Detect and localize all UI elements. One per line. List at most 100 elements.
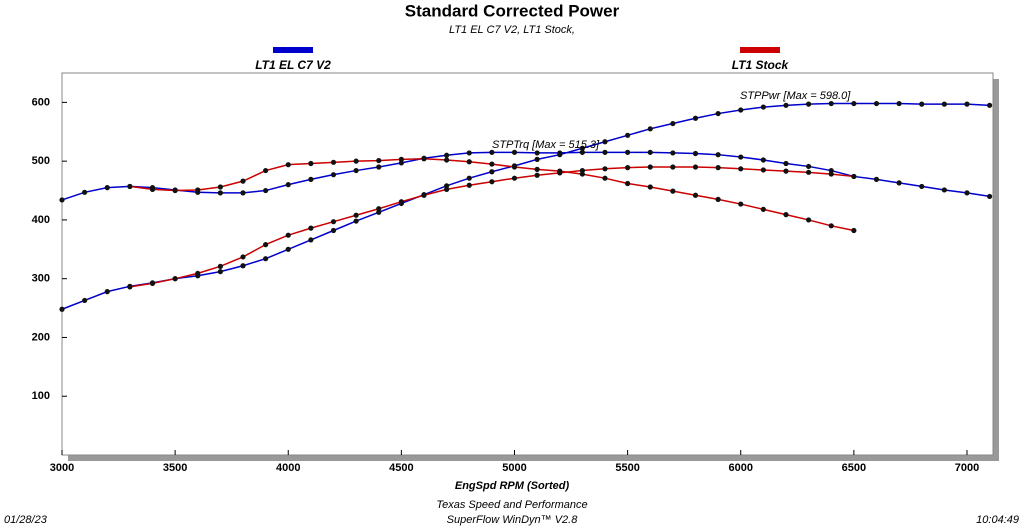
point: [240, 190, 246, 196]
point: [670, 188, 676, 194]
point: [511, 164, 518, 170]
point: [285, 162, 291, 168]
x-tick-label: 7000: [955, 462, 979, 474]
point: [489, 179, 495, 185]
point: [806, 217, 812, 223]
point: [602, 149, 608, 155]
point: [444, 152, 450, 158]
point: [308, 225, 314, 231]
point: [353, 212, 359, 218]
point: [964, 101, 970, 107]
plot-area: [61, 72, 994, 456]
point: [353, 167, 359, 174]
point: [466, 150, 472, 156]
point: [715, 152, 721, 158]
point: [376, 164, 382, 170]
point: [692, 115, 699, 121]
point: [489, 169, 495, 175]
point: [806, 169, 812, 175]
time: 10:04:49: [976, 514, 1019, 526]
point: [398, 156, 404, 162]
point: [806, 101, 812, 107]
point: [308, 237, 314, 243]
point: [263, 256, 269, 262]
legend-swatch: [740, 47, 780, 53]
point: [760, 206, 766, 212]
point: [217, 269, 223, 275]
point: [82, 297, 88, 304]
point: [964, 190, 970, 196]
point: [987, 102, 993, 108]
point: [330, 219, 337, 225]
point: [692, 164, 699, 170]
point: [511, 175, 518, 181]
point: [444, 186, 450, 192]
point: [285, 182, 291, 188]
point: [738, 201, 744, 207]
point: [647, 126, 653, 132]
point: [398, 199, 404, 205]
point: [466, 175, 472, 181]
point: [941, 187, 947, 193]
point: [534, 172, 540, 178]
point: [240, 254, 246, 260]
point: [534, 156, 540, 162]
point: [873, 176, 880, 182]
point: [602, 139, 608, 145]
point: [353, 158, 359, 164]
point: [760, 167, 766, 173]
point: [806, 163, 812, 170]
point: [692, 150, 699, 157]
point: [263, 187, 269, 194]
point: [149, 186, 156, 192]
point: [82, 189, 88, 195]
point: [195, 187, 201, 193]
point: [783, 168, 789, 174]
point: [240, 178, 246, 184]
point: [511, 149, 518, 155]
point: [127, 284, 133, 290]
point: [59, 306, 65, 312]
point: [851, 227, 857, 234]
point: [104, 185, 110, 191]
point: [263, 167, 269, 174]
point: [195, 270, 201, 277]
legend-label: LT1 EL C7 V2: [255, 58, 331, 72]
point: [919, 183, 925, 190]
point: [217, 263, 223, 269]
x-tick-label: 3500: [163, 462, 187, 474]
point: [217, 184, 223, 190]
point: [330, 227, 337, 234]
point: [692, 192, 699, 198]
point: [738, 154, 744, 160]
point: [579, 149, 585, 155]
point: [466, 159, 472, 165]
point: [59, 197, 65, 203]
point: [127, 183, 133, 190]
point: [715, 110, 721, 117]
annotation: STPTrq [Max = 515.3]: [492, 139, 600, 151]
point: [534, 166, 540, 172]
point: [715, 165, 721, 171]
point: [715, 196, 721, 202]
point: [376, 206, 382, 212]
point: [625, 180, 631, 187]
point: [828, 100, 834, 107]
x-tick-label: 5500: [615, 462, 639, 474]
point: [647, 149, 653, 155]
point: [217, 190, 223, 196]
point: [557, 150, 563, 156]
point: [625, 132, 631, 138]
point: [625, 149, 631, 155]
point: [489, 161, 495, 167]
legend-swatch: [273, 47, 313, 53]
point: [330, 159, 337, 165]
point: [783, 160, 789, 167]
legend-label: LT1 Stock: [732, 58, 790, 72]
chart-subtitle: LT1 EL C7 V2, LT1 Stock,: [449, 24, 575, 36]
point: [489, 149, 495, 155]
line: [61, 151, 990, 201]
point: [647, 164, 653, 170]
line: [61, 102, 990, 310]
point: [828, 223, 834, 229]
